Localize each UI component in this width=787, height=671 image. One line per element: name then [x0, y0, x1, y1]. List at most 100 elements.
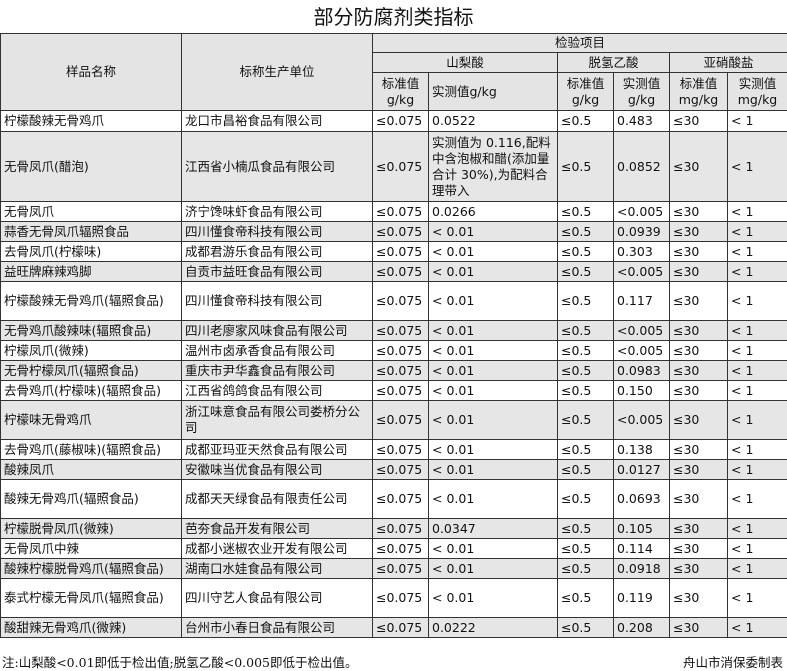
- cell-manufacturer: 浙江味意食品有限公司娄桥分公司: [182, 401, 373, 440]
- cell-dha-measured: 0.303: [614, 242, 670, 262]
- cell-dha-standard: ≤0.5: [558, 381, 614, 401]
- cell-nitrite-measured: < 1: [728, 341, 787, 361]
- cell-nitrite-standard: ≤30: [670, 480, 728, 519]
- cell-sorbic-measured: < 0.01: [429, 381, 558, 401]
- cell-nitrite-standard: ≤30: [670, 539, 728, 559]
- cell-sorbic-standard: ≤0.075: [373, 132, 429, 202]
- header-nitrite-standard: 标准值mg/kg: [670, 73, 728, 111]
- cell-sorbic-measured: < 0.01: [429, 222, 558, 242]
- cell-sample-name: 酸辣凤爪: [1, 460, 182, 480]
- cell-manufacturer: 成都君游乐食品有限公司: [182, 242, 373, 262]
- cell-dha-standard: ≤0.5: [558, 559, 614, 579]
- cell-dha-measured: <0.005: [614, 401, 670, 440]
- header-sample-name: 样品名称: [1, 34, 182, 111]
- cell-sample-name: 蒜香无骨凤爪辐照食品: [1, 222, 182, 242]
- cell-dha-measured: 0.105: [614, 519, 670, 539]
- cell-nitrite-measured: < 1: [728, 618, 787, 638]
- cell-sample-name: 柠檬脱骨凤爪(微辣): [1, 519, 182, 539]
- cell-nitrite-measured: < 1: [728, 519, 787, 539]
- cell-dha-measured: 0.0983: [614, 361, 670, 381]
- cell-dha-measured: 0.0852: [614, 132, 670, 202]
- cell-nitrite-measured: < 1: [728, 202, 787, 222]
- cell-manufacturer: 成都天天绿食品有限责任公司: [182, 480, 373, 519]
- cell-dha-measured: 0.208: [614, 618, 670, 638]
- header-sorbic-standard: 标准值g/kg: [373, 73, 429, 111]
- cell-nitrite-measured: < 1: [728, 111, 787, 132]
- cell-sorbic-standard: ≤0.075: [373, 242, 429, 262]
- cell-nitrite-measured: < 1: [728, 381, 787, 401]
- cell-sample-name: 无骨凤爪(醋泡): [1, 132, 182, 202]
- cell-dha-standard: ≤0.5: [558, 519, 614, 539]
- cell-nitrite-measured: < 1: [728, 361, 787, 381]
- cell-nitrite-measured: < 1: [728, 440, 787, 460]
- cell-sample-name: 酸辣无骨鸡爪(辐照食品): [1, 480, 182, 519]
- cell-sorbic-standard: ≤0.075: [373, 539, 429, 559]
- cell-sample-name: 酸辣柠檬脱骨鸡爪(辐照食品): [1, 559, 182, 579]
- cell-sorbic-measured: < 0.01: [429, 401, 558, 440]
- cell-dha-standard: ≤0.5: [558, 262, 614, 282]
- cell-dha-standard: ≤0.5: [558, 282, 614, 321]
- cell-nitrite-standard: ≤30: [670, 202, 728, 222]
- cell-dha-measured: 0.0918: [614, 559, 670, 579]
- cell-dha-measured: 0.0693: [614, 480, 670, 519]
- cell-sorbic-standard: ≤0.075: [373, 480, 429, 519]
- cell-sorbic-measured: < 0.01: [429, 579, 558, 618]
- cell-dha-standard: ≤0.5: [558, 440, 614, 460]
- cell-dha-measured: <0.005: [614, 202, 670, 222]
- cell-dha-standard: ≤0.5: [558, 132, 614, 202]
- header-sorbic-measured: 实测值g/kg: [429, 73, 558, 111]
- table-row: 酸辣无骨鸡爪(辐照食品)成都天天绿食品有限责任公司≤0.075< 0.01≤0.…: [1, 480, 787, 519]
- cell-dha-measured: <0.005: [614, 262, 670, 282]
- cell-sorbic-standard: ≤0.075: [373, 381, 429, 401]
- cell-nitrite-standard: ≤30: [670, 242, 728, 262]
- cell-nitrite-measured: < 1: [728, 539, 787, 559]
- cell-sorbic-standard: ≤0.075: [373, 559, 429, 579]
- table-row: 泰式柠檬无骨凤爪(辐照食品)四川守艺人食品有限公司≤0.075< 0.01≤0.…: [1, 579, 787, 618]
- cell-sorbic-measured: < 0.01: [429, 440, 558, 460]
- cell-manufacturer: 四川守艺人食品有限公司: [182, 579, 373, 618]
- cell-dha-standard: ≤0.5: [558, 618, 614, 638]
- cell-sorbic-standard: ≤0.075: [373, 440, 429, 460]
- cell-manufacturer: 济宁馋味虾食品有限公司: [182, 202, 373, 222]
- cell-sorbic-standard: ≤0.075: [373, 401, 429, 440]
- source-credit: 舟山市消保委制表: [683, 652, 783, 671]
- cell-nitrite-standard: ≤30: [670, 111, 728, 132]
- cell-dha-measured: <0.005: [614, 321, 670, 341]
- cell-dha-standard: ≤0.5: [558, 401, 614, 440]
- cell-sorbic-measured: 0.0222: [429, 618, 558, 638]
- table-row: 柠檬凤爪(微辣)温州市卤承香食品有限公司≤0.075< 0.01≤0.5<0.0…: [1, 341, 787, 361]
- cell-nitrite-standard: ≤30: [670, 381, 728, 401]
- header-dha-measured: 实测值g/kg: [614, 73, 670, 111]
- cell-manufacturer: 芭夯食品开发有限公司: [182, 519, 373, 539]
- cell-nitrite-standard: ≤30: [670, 222, 728, 242]
- cell-sorbic-measured: < 0.01: [429, 282, 558, 321]
- cell-nitrite-standard: ≤30: [670, 341, 728, 361]
- cell-manufacturer: 自贡市益旺食品有限公司: [182, 262, 373, 282]
- cell-sorbic-standard: ≤0.075: [373, 618, 429, 638]
- cell-sorbic-standard: ≤0.075: [373, 579, 429, 618]
- cell-sorbic-measured: < 0.01: [429, 242, 558, 262]
- cell-sorbic-standard: ≤0.075: [373, 222, 429, 242]
- table-row: 无骨鸡爪酸辣味(辐照食品)四川老廖家风味食品有限公司≤0.075< 0.01≤0…: [1, 321, 787, 341]
- cell-sorbic-standard: ≤0.075: [373, 519, 429, 539]
- cell-nitrite-standard: ≤30: [670, 401, 728, 440]
- cell-nitrite-measured: < 1: [728, 480, 787, 519]
- cell-sample-name: 柠檬味无骨鸡爪: [1, 401, 182, 440]
- cell-sorbic-measured: < 0.01: [429, 480, 558, 519]
- cell-sorbic-measured: 0.0266: [429, 202, 558, 222]
- cell-dha-measured: 0.119: [614, 579, 670, 618]
- cell-nitrite-measured: < 1: [728, 401, 787, 440]
- cell-dha-measured: 0.114: [614, 539, 670, 559]
- cell-sorbic-standard: ≤0.075: [373, 202, 429, 222]
- cell-sample-name: 益旺牌麻辣鸡脚: [1, 262, 182, 282]
- cell-nitrite-standard: ≤30: [670, 460, 728, 480]
- cell-sample-name: 柠檬酸辣无骨鸡爪: [1, 111, 182, 132]
- header-manufacturer: 标称生产单位: [182, 34, 373, 111]
- cell-sorbic-standard: ≤0.075: [373, 341, 429, 361]
- cell-sorbic-measured: 实测值为 0.116,配料中含泡椒和醋(添加量合计 30%),为配料合理带入: [429, 132, 558, 202]
